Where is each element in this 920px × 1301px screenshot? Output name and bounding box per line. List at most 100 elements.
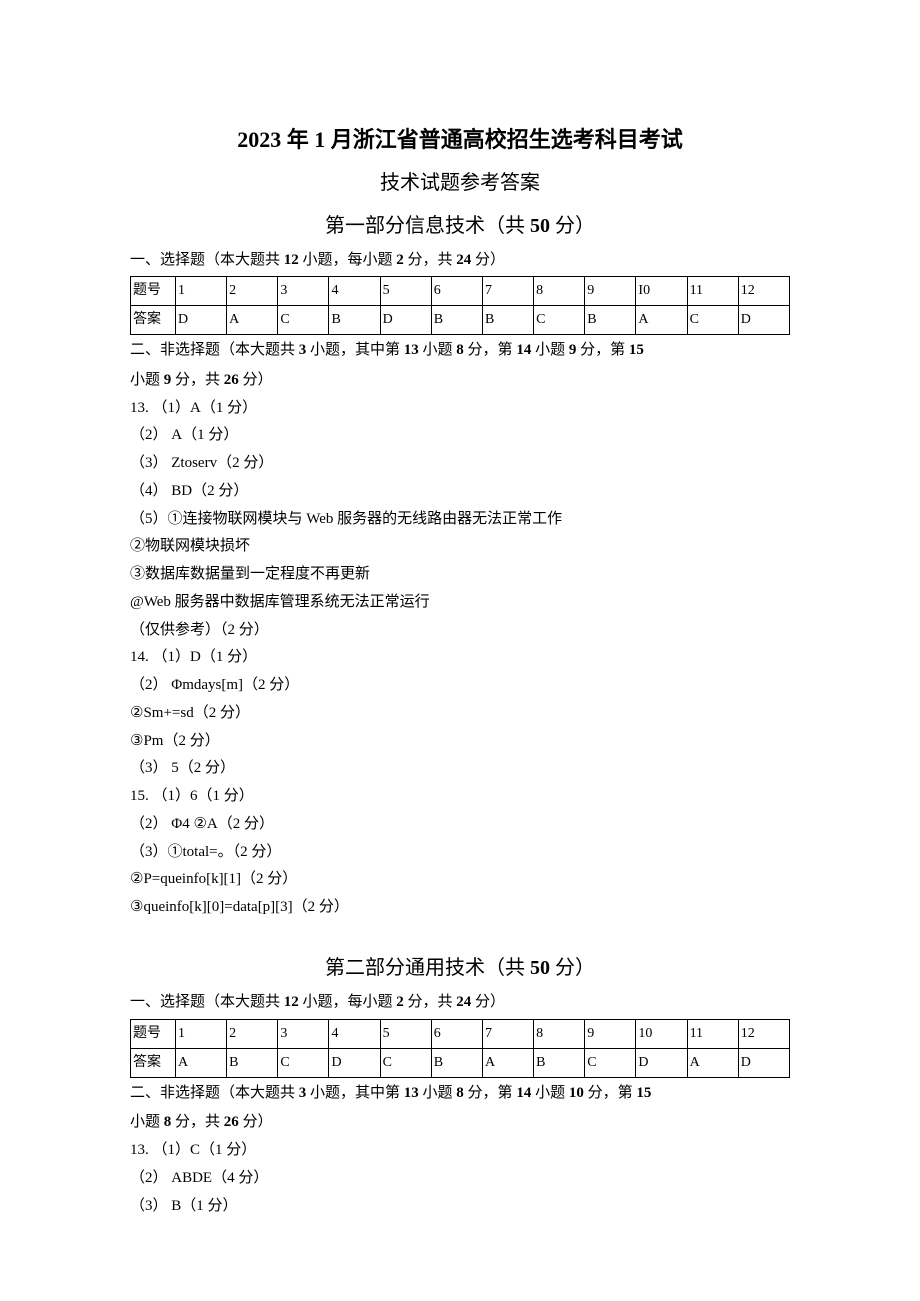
table-cell: A	[227, 306, 278, 335]
answer-line: 15. （1）6（1 分）	[130, 783, 790, 811]
table-cell: 4	[329, 1019, 380, 1048]
part1-mc-heading: 一、选择题（本大题共 12 小题，每小题 2 分，共 24 分）	[130, 247, 790, 275]
text: 24	[456, 994, 471, 1010]
table-cell: 6	[431, 277, 482, 306]
part1-title-prefix: 第一部分信息技术（共	[325, 215, 530, 237]
answer-line: （3） Ztoserv（2 分）	[130, 450, 790, 478]
table-cell: 7	[482, 277, 533, 306]
table-row: 答案 D A C B D B B C B A C D	[131, 306, 790, 335]
table-cell: 8	[534, 1019, 585, 1048]
answer-line: （3） 5（2 分）	[130, 755, 790, 783]
table-cell: B	[431, 306, 482, 335]
text: 分，第	[584, 1085, 637, 1101]
text: 二、非选择题（本大题共	[130, 1085, 299, 1101]
text: 小题	[531, 1085, 569, 1101]
text: 小题，每小题	[299, 994, 397, 1010]
text: 小题，其中第	[306, 342, 404, 358]
table-cell: D	[176, 306, 227, 335]
text: 分，共	[404, 994, 457, 1010]
part2-mc-heading: 一、选择题（本大题共 12 小题，每小题 2 分，共 24 分）	[130, 989, 790, 1017]
text: 13	[404, 342, 419, 358]
answer-line: @Web 服务器中数据库管理系统无法正常运行	[130, 589, 790, 617]
table-cell: 3	[278, 277, 329, 306]
part2-frq-heading-line2: 小题 8 分，共 26 分）	[130, 1109, 790, 1137]
answer-line: ②Sm+=sd（2 分）	[130, 700, 790, 728]
answer-line: （2） A（1 分）	[130, 422, 790, 450]
table-cell: A	[176, 1048, 227, 1077]
table-row: 题号 1 2 3 4 5 6 7 8 9 I0 11 12	[131, 277, 790, 306]
table-cell: D	[636, 1048, 687, 1077]
table-cell: 8	[534, 277, 585, 306]
text: 一、选择题（本大题共	[130, 252, 284, 268]
text: 小题	[531, 342, 569, 358]
table-cell: 4	[329, 277, 380, 306]
table-row: 题号 1 2 3 4 5 6 7 8 9 10 11 12	[131, 1019, 790, 1048]
text: 分，共	[171, 1114, 224, 1130]
part2-points: 50	[530, 957, 550, 979]
text: 12	[284, 994, 299, 1010]
table-header-ans: 答案	[131, 306, 176, 335]
table-cell: 5	[380, 277, 431, 306]
text: 分）	[471, 252, 505, 268]
text: 小题	[419, 342, 457, 358]
table-cell: C	[687, 306, 738, 335]
table-cell: D	[380, 306, 431, 335]
table-cell: D	[329, 1048, 380, 1077]
text: 2	[396, 252, 404, 268]
table-header-ans: 答案	[131, 1048, 176, 1077]
text: 分，第	[576, 342, 629, 358]
text: 8	[456, 342, 464, 358]
page: 2023 年 1 月浙江省普通高校招生选考科目考试 技术试题参考答案 第一部分信…	[0, 0, 920, 1280]
answer-line: ②P=queinfo[k][1]（2 分）	[130, 866, 790, 894]
text: 15	[629, 342, 644, 358]
table-cell: C	[534, 306, 585, 335]
answer-line: （3）①total=。（2 分）	[130, 839, 790, 867]
table-cell: 5	[380, 1019, 431, 1048]
table-cell: D	[738, 1048, 789, 1077]
text: 分，共	[404, 252, 457, 268]
text: 分）	[239, 372, 273, 388]
table-cell: 1	[176, 1019, 227, 1048]
table-cell: 1	[176, 277, 227, 306]
table-cell: 2	[227, 277, 278, 306]
part1-points: 50	[530, 215, 550, 237]
table-cell: C	[278, 1048, 329, 1077]
table-cell: A	[482, 1048, 533, 1077]
answer-line: （仅供参考）（2 分）	[130, 617, 790, 645]
table-row: 答案 A B C D C B A B C D A D	[131, 1048, 790, 1077]
answer-line: ③Pm（2 分）	[130, 728, 790, 756]
text: 26	[224, 372, 239, 388]
table-cell: A	[636, 306, 687, 335]
table-cell: I0	[636, 277, 687, 306]
table-cell: B	[329, 306, 380, 335]
part1-frq-heading-line2: 小题 9 分，共 26 分）	[130, 367, 790, 395]
table-cell: B	[534, 1048, 585, 1077]
text: 2	[396, 994, 404, 1010]
text: 10	[569, 1085, 584, 1101]
answer-line: （2） ABDE（4 分）	[130, 1165, 790, 1193]
table-cell: C	[585, 1048, 636, 1077]
text: 二、非选择题（本大题共	[130, 342, 299, 358]
text: 分）	[239, 1114, 273, 1130]
table-cell: 3	[278, 1019, 329, 1048]
table-cell: 10	[636, 1019, 687, 1048]
part1-section-title: 第一部分信息技术（共 50 分）	[130, 208, 790, 245]
main-title: 2023 年 1 月浙江省普通高校招生选考科目考试	[130, 120, 790, 161]
sub-title: 技术试题参考答案	[130, 165, 790, 202]
text: 小题	[130, 1114, 164, 1130]
text: 15	[636, 1085, 651, 1101]
text: 13	[404, 1085, 419, 1101]
part2-answer-table: 题号 1 2 3 4 5 6 7 8 9 10 11 12 答案 A B C D…	[130, 1019, 790, 1078]
answer-line: （5）①连接物联网模块与 Web 服务器的无线路由器无法正常工作	[130, 506, 790, 534]
part2-title-prefix: 第二部分通用技术（共	[325, 957, 530, 979]
text: 小题	[419, 1085, 457, 1101]
text: 12	[284, 252, 299, 268]
part2-title-suffix: 分）	[550, 957, 595, 979]
text: 分，第	[464, 1085, 517, 1101]
answer-line: （2） Φmdays[m]（2 分）	[130, 672, 790, 700]
text: 分，第	[464, 342, 517, 358]
text: 一、选择题（本大题共	[130, 994, 284, 1010]
part1-title-suffix: 分）	[550, 215, 595, 237]
table-cell: 11	[687, 277, 738, 306]
table-cell: C	[380, 1048, 431, 1077]
